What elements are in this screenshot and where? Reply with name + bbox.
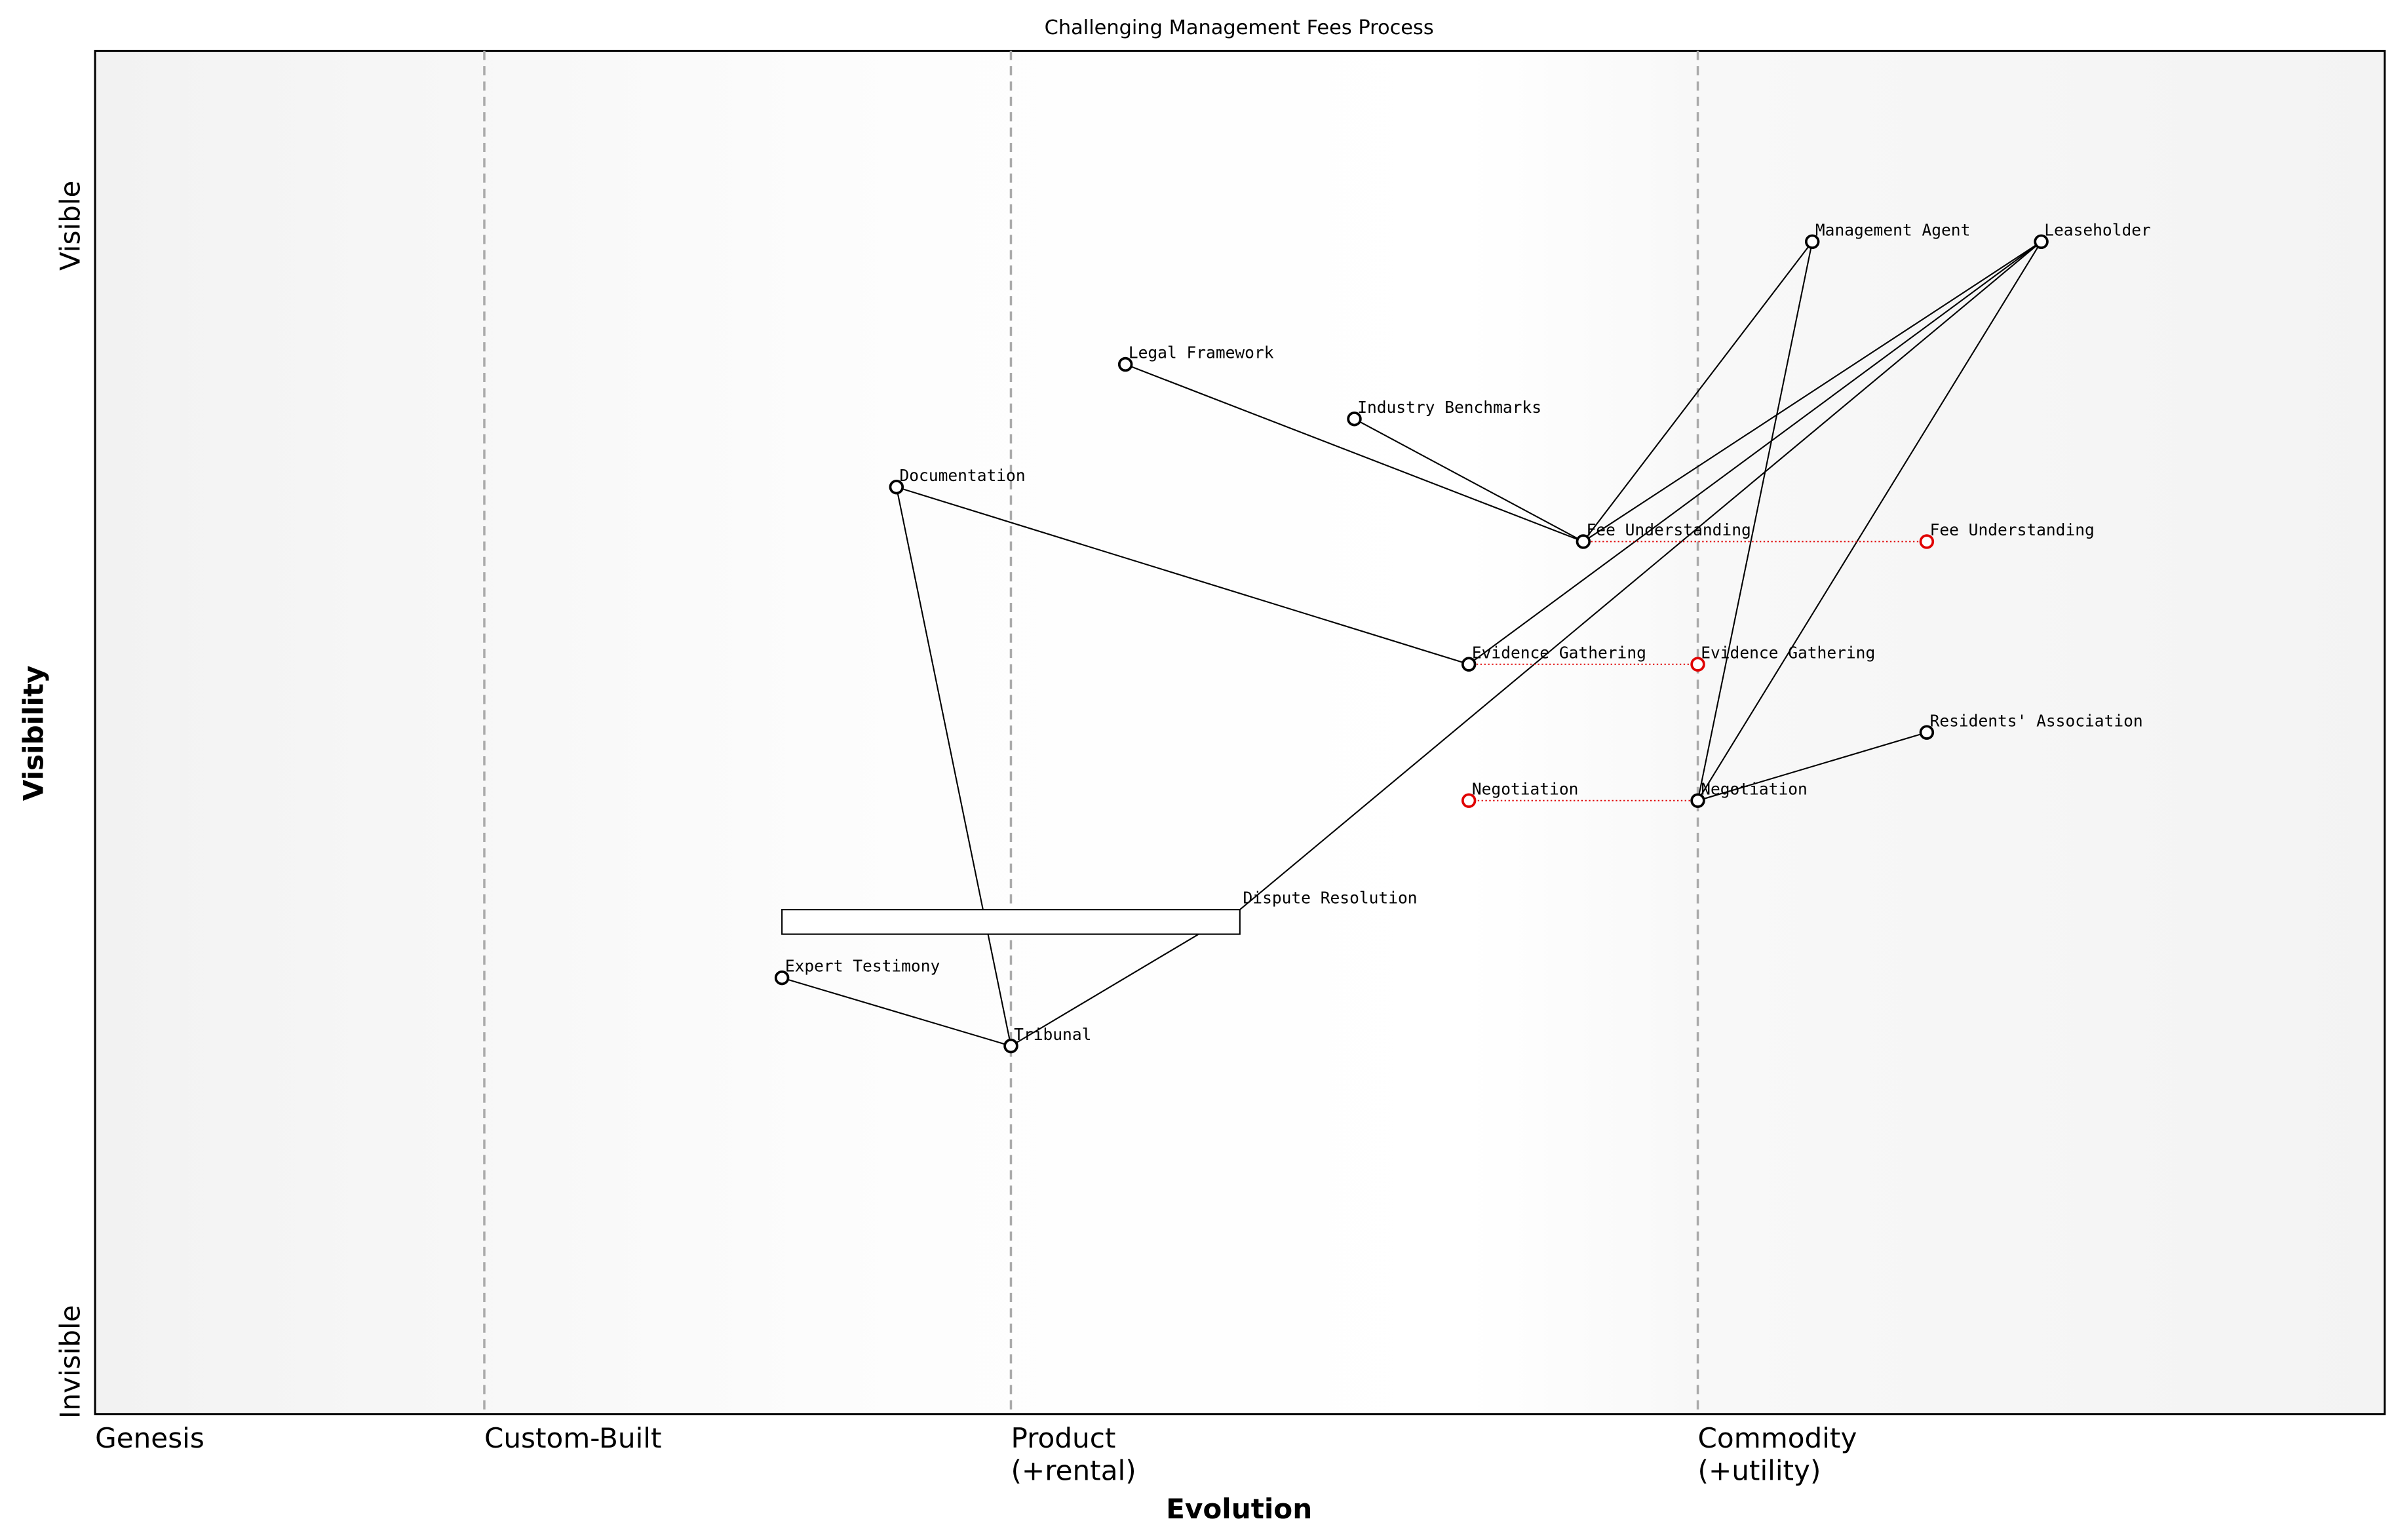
component-label: Documentation — [899, 466, 1025, 485]
pipeline-label: Dispute Resolution — [1243, 889, 1418, 908]
component — [1804, 234, 1820, 250]
stage-label: Product — [1011, 1422, 1115, 1454]
stage-label: (+utility) — [1698, 1454, 1821, 1486]
y-axis-label: Visibility — [18, 665, 50, 801]
x-axis-label: Evolution — [1166, 1493, 1312, 1525]
dependency — [1697, 731, 1927, 801]
component-label: Residents' Association — [1930, 711, 2143, 730]
component — [1461, 657, 1477, 672]
dependency — [896, 486, 1469, 665]
evolved-node-label: Negotiation — [1472, 779, 1579, 798]
y-top-label: Visible — [54, 181, 87, 271]
dependency — [1125, 364, 1584, 543]
component-label: Leaseholder — [2044, 220, 2151, 239]
component — [2034, 234, 2049, 250]
dependency — [1583, 241, 2042, 543]
component — [1919, 725, 1935, 740]
component-label: Industry Benchmarks — [1357, 398, 1541, 417]
chart-title: Challenging Management Fees Process — [1045, 16, 1434, 39]
dependency — [1697, 241, 2042, 801]
dependency — [895, 487, 1012, 1047]
pipeline — [781, 909, 1241, 935]
stage-label: Custom-Built — [484, 1422, 662, 1454]
component-label: Management Agent — [1815, 220, 1970, 239]
evolved-node — [1461, 793, 1477, 808]
component — [1347, 411, 1362, 427]
component — [1690, 793, 1705, 808]
component-label: Tribunal — [1014, 1025, 1091, 1044]
component — [889, 480, 904, 495]
plot-area — [94, 50, 2386, 1415]
dependency — [1239, 241, 2042, 910]
dependency — [781, 977, 1011, 1047]
dependency — [1354, 418, 1584, 543]
component-label: Evidence Gathering — [1472, 643, 1646, 662]
stage-label: (+rental) — [1011, 1454, 1136, 1486]
component-label: Expert Testimony — [785, 957, 940, 976]
component — [1117, 356, 1133, 372]
evolved-node — [1919, 534, 1935, 549]
component — [1003, 1038, 1018, 1054]
dependency — [1468, 241, 2042, 665]
dependency — [1583, 241, 1813, 543]
component-label: Negotiation — [1701, 779, 1808, 798]
dependency — [1697, 241, 1813, 801]
component-label: Legal Framework — [1129, 343, 1274, 362]
component — [1576, 534, 1591, 549]
stage-label: Commodity — [1698, 1422, 1857, 1454]
evolved-node — [1690, 657, 1705, 672]
stage-label: Genesis — [95, 1422, 204, 1454]
evolved-node-label: Evidence Gathering — [1701, 643, 1875, 662]
component-label: Fee Understanding — [1587, 520, 1751, 539]
component — [774, 970, 790, 986]
y-bottom-label: Invisible — [54, 1305, 87, 1419]
evolved-node-label: Fee Understanding — [1930, 520, 2095, 539]
